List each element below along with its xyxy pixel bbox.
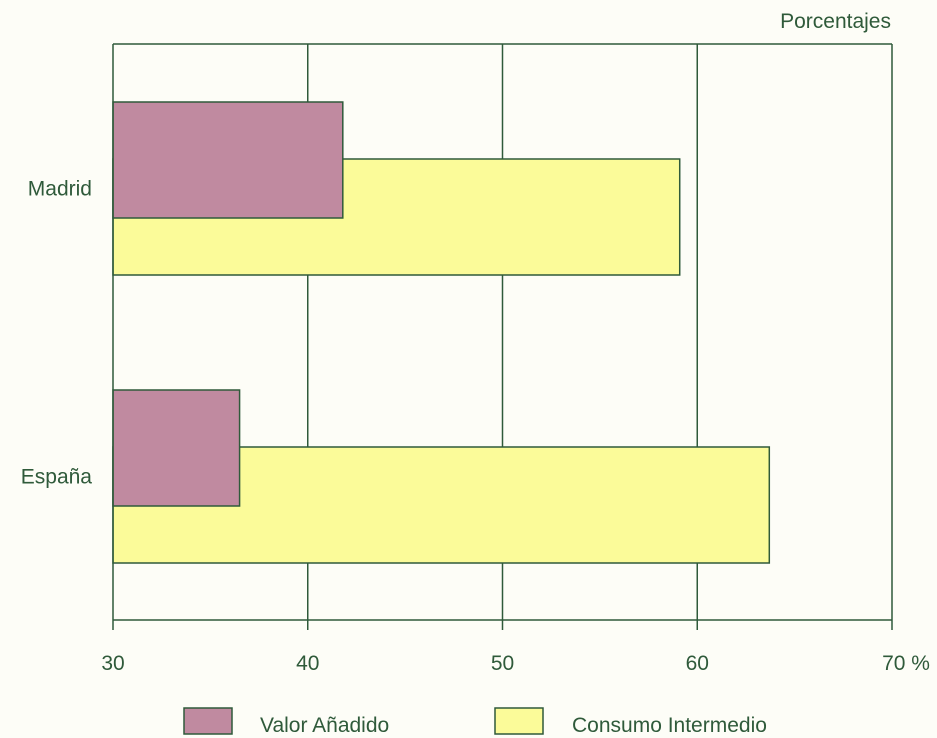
bars — [112, 101, 771, 564]
legend: Valor Añadido Consumo Intermedio — [183, 707, 767, 737]
legend-label: Valor Añadido — [260, 714, 389, 737]
x-tick-label: 60 — [686, 652, 709, 675]
legend-swatch-valor-anadido — [183, 707, 233, 735]
category-label: Madrid — [28, 178, 92, 201]
bar-valor-anadido-1 — [112, 389, 241, 507]
x-tick-label: 70 % — [882, 652, 930, 675]
category-label: España — [21, 466, 93, 489]
legend-label: Consumo Intermedio — [572, 714, 767, 737]
x-tick-label: 30 — [101, 652, 124, 675]
unit-label: Porcentajes — [780, 10, 891, 33]
axes: 30 40 50 60 70 % Madrid España — [21, 44, 930, 675]
legend-swatch-consumo-intermedio — [494, 707, 544, 735]
x-tick-label: 40 — [296, 652, 319, 675]
x-tick-label: 50 — [491, 652, 514, 675]
bar-valor-anadido-0 — [112, 101, 344, 219]
